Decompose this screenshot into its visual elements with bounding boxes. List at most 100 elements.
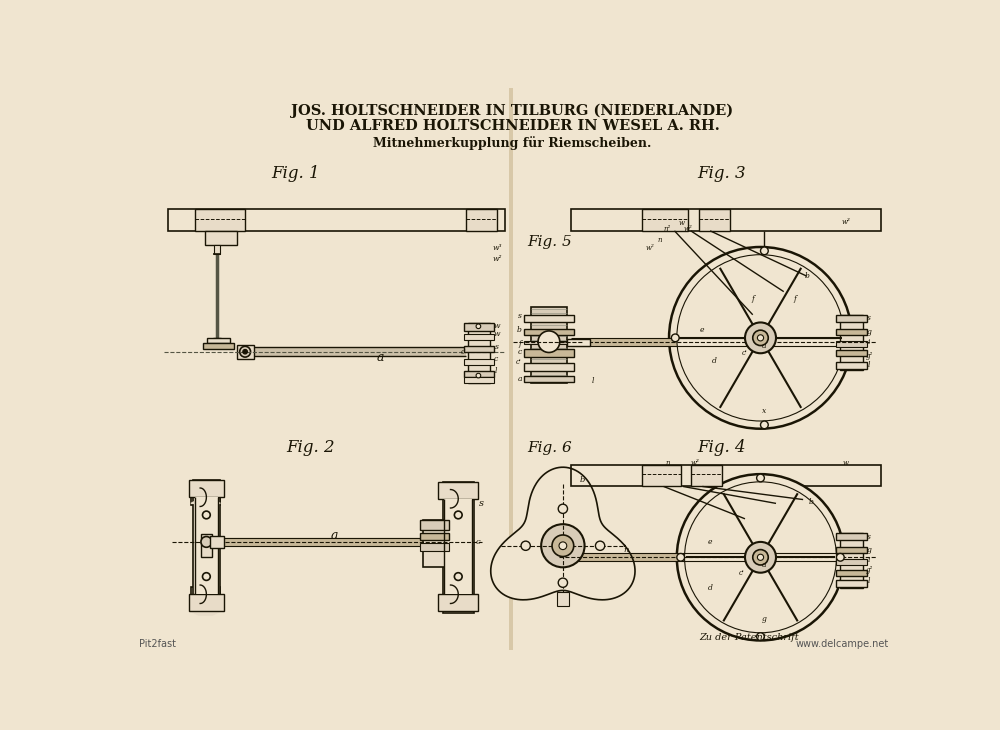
Text: Fig. 1: Fig. 1 xyxy=(271,165,320,182)
Circle shape xyxy=(745,323,776,353)
Bar xyxy=(524,315,574,323)
Text: Fig. 5: Fig. 5 xyxy=(527,234,572,249)
Bar xyxy=(524,341,574,344)
Bar xyxy=(464,334,494,340)
Circle shape xyxy=(202,511,210,519)
Text: f: f xyxy=(751,296,754,304)
Text: n: n xyxy=(658,236,662,244)
Circle shape xyxy=(558,504,568,513)
Bar xyxy=(836,569,867,576)
Text: a: a xyxy=(517,374,522,383)
Bar xyxy=(836,580,867,587)
Circle shape xyxy=(240,346,251,357)
Bar xyxy=(836,363,867,369)
Bar xyxy=(191,587,220,610)
Text: g: g xyxy=(867,328,871,337)
Bar xyxy=(195,210,245,231)
Bar xyxy=(464,377,494,383)
Text: Fig. 6: Fig. 6 xyxy=(527,441,572,455)
Text: c': c' xyxy=(516,358,522,366)
Bar xyxy=(642,465,681,486)
Text: w²: w² xyxy=(646,244,655,252)
Text: b: b xyxy=(808,498,813,506)
Text: l: l xyxy=(868,361,870,369)
Circle shape xyxy=(757,554,764,561)
Bar xyxy=(420,533,449,540)
Circle shape xyxy=(521,541,530,550)
Bar xyxy=(199,505,213,587)
Text: Pit2fast: Pit2fast xyxy=(139,639,176,648)
Circle shape xyxy=(558,578,568,588)
Text: d: d xyxy=(708,584,713,592)
Bar xyxy=(466,210,497,231)
Bar xyxy=(567,339,590,346)
Text: JOS. HOLTSCHNEIDER IN TILBURG (NIEDERLANDE): JOS. HOLTSCHNEIDER IN TILBURG (NIEDERLAN… xyxy=(291,104,734,118)
Bar xyxy=(191,482,220,505)
Text: Zu der Patentschrift: Zu der Patentschrift xyxy=(700,633,799,642)
Bar xyxy=(557,592,569,606)
Polygon shape xyxy=(191,611,220,615)
Text: i: i xyxy=(868,556,870,564)
Circle shape xyxy=(201,537,212,548)
Bar xyxy=(468,323,490,383)
Bar xyxy=(840,533,863,588)
Text: l: l xyxy=(592,377,594,385)
Text: e: e xyxy=(700,326,705,334)
Circle shape xyxy=(757,633,764,640)
Bar xyxy=(836,341,867,347)
Bar xyxy=(642,210,688,231)
Text: g: g xyxy=(762,615,767,623)
Bar xyxy=(193,480,220,611)
Circle shape xyxy=(202,573,210,580)
Text: c: c xyxy=(518,347,522,356)
Text: g: g xyxy=(867,545,871,553)
Text: l: l xyxy=(495,367,497,375)
Circle shape xyxy=(541,524,585,567)
Text: g²: g² xyxy=(865,566,873,574)
Bar xyxy=(531,307,567,383)
Bar xyxy=(836,559,867,565)
Circle shape xyxy=(745,542,776,573)
Bar xyxy=(836,350,867,356)
Bar xyxy=(571,465,881,486)
Circle shape xyxy=(476,373,481,378)
Circle shape xyxy=(538,331,560,353)
Circle shape xyxy=(552,535,574,556)
Circle shape xyxy=(671,334,679,342)
Text: UND ALFRED HOLTSCHNEIDER IN WESEL A. RH.: UND ALFRED HOLTSCHNEIDER IN WESEL A. RH. xyxy=(306,119,719,133)
Text: i: i xyxy=(868,339,870,347)
Bar xyxy=(210,536,224,548)
Text: a: a xyxy=(762,561,767,569)
Text: g²: g² xyxy=(865,352,873,360)
Text: w²: w² xyxy=(683,225,692,233)
Circle shape xyxy=(677,553,685,561)
Bar xyxy=(205,231,237,245)
Bar xyxy=(168,210,505,231)
Bar xyxy=(423,520,445,566)
Text: w: w xyxy=(494,323,500,330)
Bar xyxy=(691,465,722,486)
Circle shape xyxy=(677,255,844,421)
Polygon shape xyxy=(491,467,635,600)
Bar xyxy=(201,534,212,557)
Text: Fig. 2: Fig. 2 xyxy=(287,439,335,456)
Text: s: s xyxy=(867,314,871,322)
Bar xyxy=(214,245,220,254)
Bar xyxy=(438,482,478,499)
Bar xyxy=(571,210,881,231)
Bar xyxy=(189,594,224,611)
Bar xyxy=(202,343,234,350)
Bar xyxy=(464,346,494,353)
Bar xyxy=(207,338,230,343)
Bar xyxy=(444,499,472,594)
Text: s: s xyxy=(479,499,484,508)
Circle shape xyxy=(454,511,462,519)
Text: s: s xyxy=(495,343,499,351)
Text: b: b xyxy=(580,476,585,484)
Text: w³: w³ xyxy=(690,458,699,466)
Bar xyxy=(524,328,574,335)
Bar xyxy=(195,497,218,594)
Bar xyxy=(420,543,449,551)
Text: a: a xyxy=(330,529,338,542)
Text: n: n xyxy=(665,458,670,466)
